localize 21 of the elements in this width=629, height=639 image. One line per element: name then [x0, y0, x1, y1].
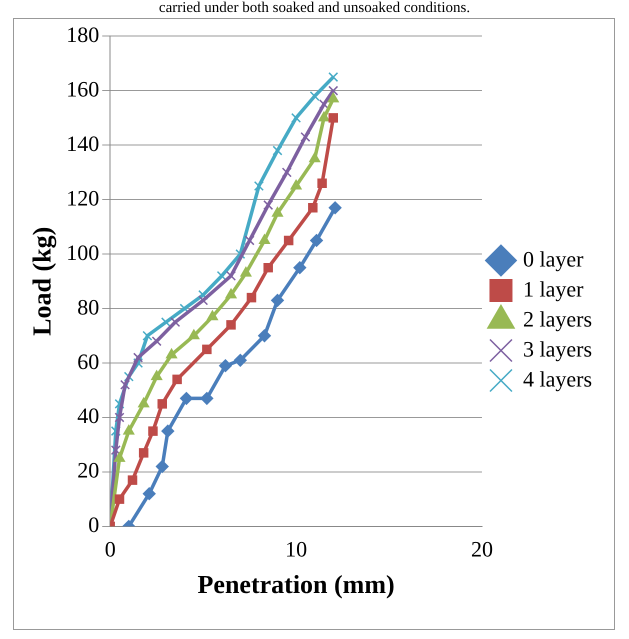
y-tick-label: 60	[77, 348, 100, 374]
y-tick-label: 120	[66, 185, 100, 210]
y-tick-label: 80	[77, 294, 100, 320]
y-tick-label: 140	[66, 130, 100, 156]
y-tick-label: 100	[66, 240, 100, 265]
legend-label: 4 layers	[522, 366, 592, 392]
y-tick-label: 160	[66, 76, 100, 102]
legend-label: 3 layers	[522, 336, 592, 362]
legend-label: 0 layer	[522, 246, 584, 272]
legend-label: 2 layers	[522, 306, 592, 332]
legend-label: 1 layer	[522, 276, 584, 302]
x-tick-label: 10	[285, 536, 308, 562]
x-tick-label: 0	[104, 536, 116, 562]
y-tick-label: 180	[66, 22, 100, 47]
y-tick-label: 40	[77, 403, 100, 428]
y-tick-label: 0	[88, 512, 100, 538]
y-axis-title: Load (kg)	[27, 226, 56, 336]
text: carried under both soaked and unsoaked conditions.	[158, 0, 472, 16]
x-axis-title: Penetration (mm)	[198, 570, 395, 600]
x-tick-label: 20	[470, 536, 493, 562]
y-tick-label: 20	[77, 458, 100, 483]
